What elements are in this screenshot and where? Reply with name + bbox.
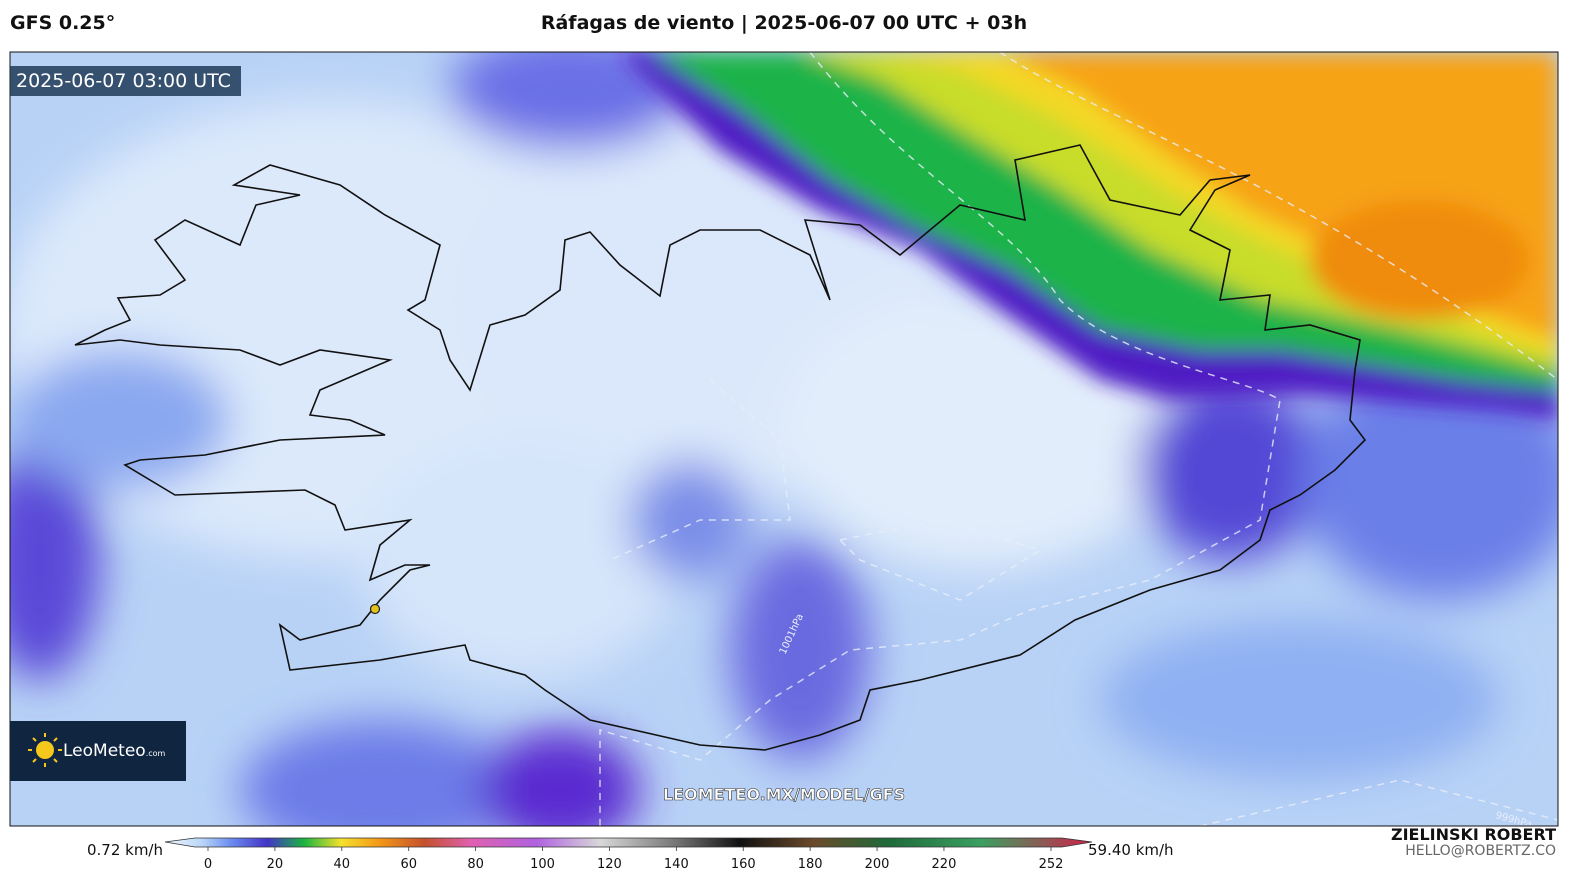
logo-name: LeoMeteo xyxy=(63,741,146,761)
colorbar-tick-label: 220 xyxy=(932,857,957,872)
timestamp: 2025-06-07 03:00 UTC xyxy=(16,70,231,92)
model-name: GFS 0.25° xyxy=(10,12,116,34)
credit-email: HELLO@ROBERTZ.CO xyxy=(1405,843,1556,859)
colorbar-tick-label: 60 xyxy=(400,857,417,872)
logo-text: LeoMeteo.com xyxy=(63,741,166,761)
colorbar-tick-label: 40 xyxy=(334,857,351,872)
colorbar-tick-label: 252 xyxy=(1039,857,1064,872)
wind-field: 1001hPa 999hPa LEOMETEO.MX/MODEL/GFS xyxy=(10,52,1558,826)
colorbar-tick-label: 20 xyxy=(267,857,284,872)
colorbar-tick-label: 120 xyxy=(597,857,622,872)
colorbar-min-label: 0.72 km/h xyxy=(87,841,163,859)
colorbar-tick-label: 200 xyxy=(865,857,890,872)
colorbar-tick-label: 180 xyxy=(798,857,823,872)
colorbar-tick-label: 140 xyxy=(664,857,689,872)
colorbar-tick-label: 80 xyxy=(467,857,484,872)
colorbar-max-label: 59.40 km/h xyxy=(1088,841,1174,859)
colorbar-tick-label: 0 xyxy=(204,857,212,872)
credit-author: ZIELINSKI ROBERT xyxy=(1391,825,1556,844)
watermark: LEOMETEO.MX/MODEL/GFS xyxy=(663,785,905,804)
logo-sun xyxy=(28,733,62,767)
colorbar: 0.72 km/h 59.40 km/h 0 20 40 60 80 100 120 140 1… xyxy=(87,837,1174,872)
colorbar-tick-label: 160 xyxy=(731,857,756,872)
map-title: Ráfagas de viento | 2025-06-07 00 UTC + … xyxy=(540,12,1028,34)
colorbar-tick-label: 100 xyxy=(530,857,555,872)
logo-suffix: .com xyxy=(146,749,166,758)
